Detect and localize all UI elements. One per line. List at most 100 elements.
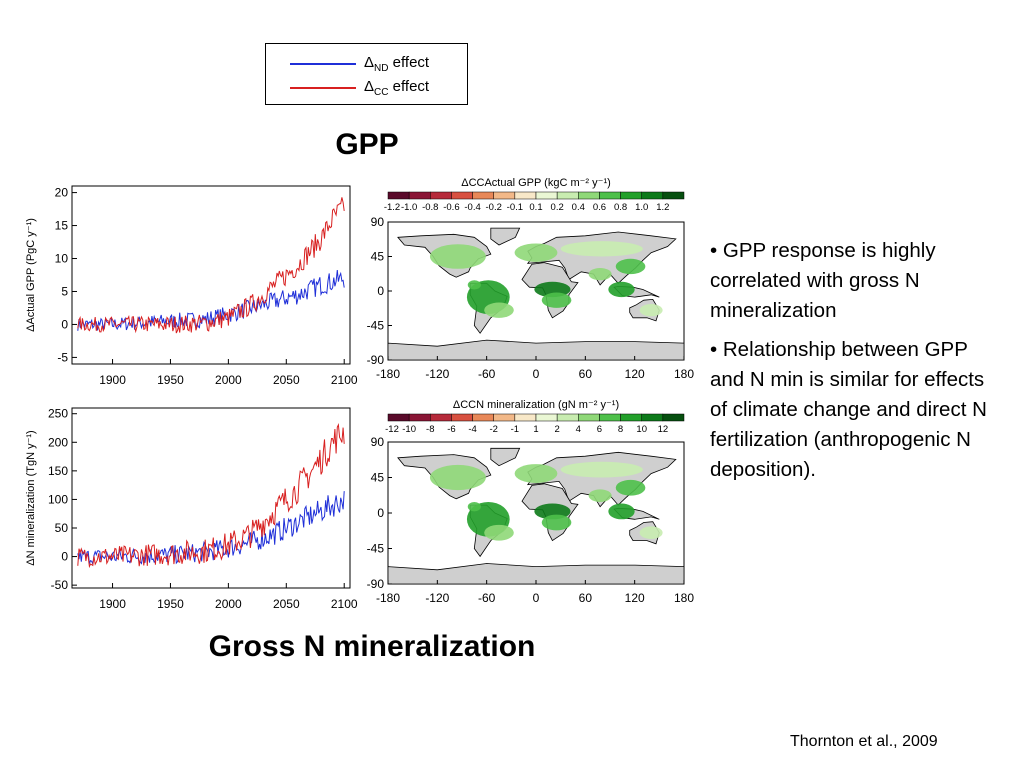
colorbar-label: 6 [597, 424, 602, 435]
colorbar-label: 0.4 [572, 202, 585, 213]
plot-frame [71, 185, 351, 365]
colorbar-swatch [599, 413, 621, 422]
chart-legend: ΔND effect ΔCC effect [265, 43, 468, 105]
colorbar-swatch [493, 413, 516, 422]
legend-subscript: ND [374, 63, 389, 74]
colorbar-label: -1.0 [401, 202, 417, 213]
colorbar-label: -0.4 [464, 202, 480, 213]
colorbar-swatch [556, 413, 579, 422]
x-tick-label: -180 [376, 367, 400, 381]
colorbar-swatch [620, 191, 642, 200]
x-tick-label: 2000 [215, 373, 242, 387]
y-tick-label: 0 [61, 317, 68, 331]
response-patch [608, 281, 635, 298]
colorbar-swatch [599, 191, 621, 200]
response-patch [588, 489, 612, 502]
y-tick-label: 0 [377, 506, 384, 520]
colorbar-label: -0.6 [443, 202, 459, 213]
colorbar-label: 4 [576, 424, 581, 435]
slide-title: GPP [335, 128, 399, 161]
bullet-item: • Relationship between GPP and N min is … [710, 338, 987, 481]
y-tick-label: 90 [371, 215, 385, 229]
colorbar-swatch [472, 413, 494, 422]
citation: Thornton et al., 2009 [790, 733, 938, 750]
colorbar-label: -0.2 [486, 202, 502, 213]
colorbar-swatch [451, 191, 473, 200]
bullet-list: • GPP response is highly correlated with… [710, 236, 1005, 494]
legend-item-nd: ΔND effect [266, 52, 467, 74]
colorbar-swatch [662, 413, 685, 422]
response-patch [615, 479, 646, 496]
legend-swatch-cc [290, 87, 356, 89]
response-patch [467, 280, 481, 290]
x-tick-label: 120 [625, 367, 645, 381]
y-tick-label: 200 [48, 435, 68, 449]
colorbar-label: 1.2 [656, 202, 669, 213]
colorbar-label: 1.0 [635, 202, 648, 213]
x-tick-label: -180 [376, 591, 400, 605]
x-tick-label: 2050 [273, 373, 300, 387]
legend-label: effect [392, 78, 430, 95]
y-tick-label: -45 [367, 319, 385, 333]
y-tick-label: 45 [371, 250, 385, 264]
colorbar-swatch [493, 191, 516, 200]
colorbar-swatch [387, 413, 410, 422]
response-patch [639, 526, 663, 540]
colorbar-swatch [641, 191, 664, 200]
map-title: ΔCCN mineralization (gN m⁻² y⁻¹) [453, 399, 619, 411]
colorbar-swatch [578, 413, 600, 422]
x-tick-label: 1950 [157, 373, 184, 387]
y-tick-label: 0 [61, 550, 68, 564]
x-tick-label: 120 [625, 591, 645, 605]
colorbar-swatch [514, 191, 537, 200]
response-patch [560, 461, 643, 478]
legend-symbol: Δ [364, 78, 375, 95]
y-axis-label: ΔN mineralization (TgN y⁻¹) [25, 430, 37, 565]
response-patch [429, 464, 486, 491]
x-tick-label: 2000 [215, 597, 242, 611]
legend-symbol: Δ [364, 54, 375, 71]
x-tick-label: -120 [425, 591, 449, 605]
y-tick-label: 100 [48, 492, 68, 506]
response-patch [639, 304, 663, 317]
colorbar-swatch [662, 191, 685, 200]
x-tick-label: -60 [478, 591, 496, 605]
colorbar-swatch [387, 191, 410, 200]
y-tick-label: 250 [48, 407, 68, 421]
colorbar-swatch [620, 413, 642, 422]
response-patch [560, 241, 643, 257]
x-tick-label: 1950 [157, 597, 184, 611]
response-patch [514, 464, 558, 484]
y-tick-label: -50 [51, 578, 69, 592]
colorbar-label: -1.2 [384, 202, 400, 213]
x-tick-label: 180 [674, 367, 694, 381]
colorbar-label: -1 [511, 424, 519, 435]
x-tick-label: 0 [533, 591, 540, 605]
series-line-cc [77, 197, 345, 334]
x-tick-label: 1900 [99, 597, 126, 611]
colorbar-label: 12 [658, 424, 669, 435]
y-tick-label: 5 [61, 284, 68, 298]
y-tick-label: -45 [367, 542, 385, 556]
response-patch [588, 268, 612, 281]
colorbar-swatch [556, 191, 579, 200]
colorbar-swatch [430, 191, 452, 200]
bullet-item: • GPP response is highly correlated with… [710, 239, 936, 322]
colorbar-swatch [430, 413, 452, 422]
response-patch [514, 243, 558, 262]
colorbar-label: -6 [447, 424, 455, 435]
y-axis-label: ΔActual GPP (PgC y⁻¹) [25, 218, 37, 332]
y-tick-label: 150 [48, 464, 68, 478]
colorbar-label: -2 [489, 424, 497, 435]
y-tick-label: 45 [371, 471, 385, 485]
colorbar-label: -10 [402, 424, 416, 435]
response-patch [615, 258, 646, 275]
legend-subscript: CC [374, 87, 389, 98]
colorbar-swatch [408, 413, 431, 422]
x-tick-label: 2050 [273, 597, 300, 611]
y-tick-label: -5 [57, 350, 68, 364]
y-tick-label: 90 [371, 435, 385, 449]
response-patch [541, 514, 572, 531]
response-patch [484, 302, 514, 318]
x-tick-label: 1900 [99, 373, 126, 387]
